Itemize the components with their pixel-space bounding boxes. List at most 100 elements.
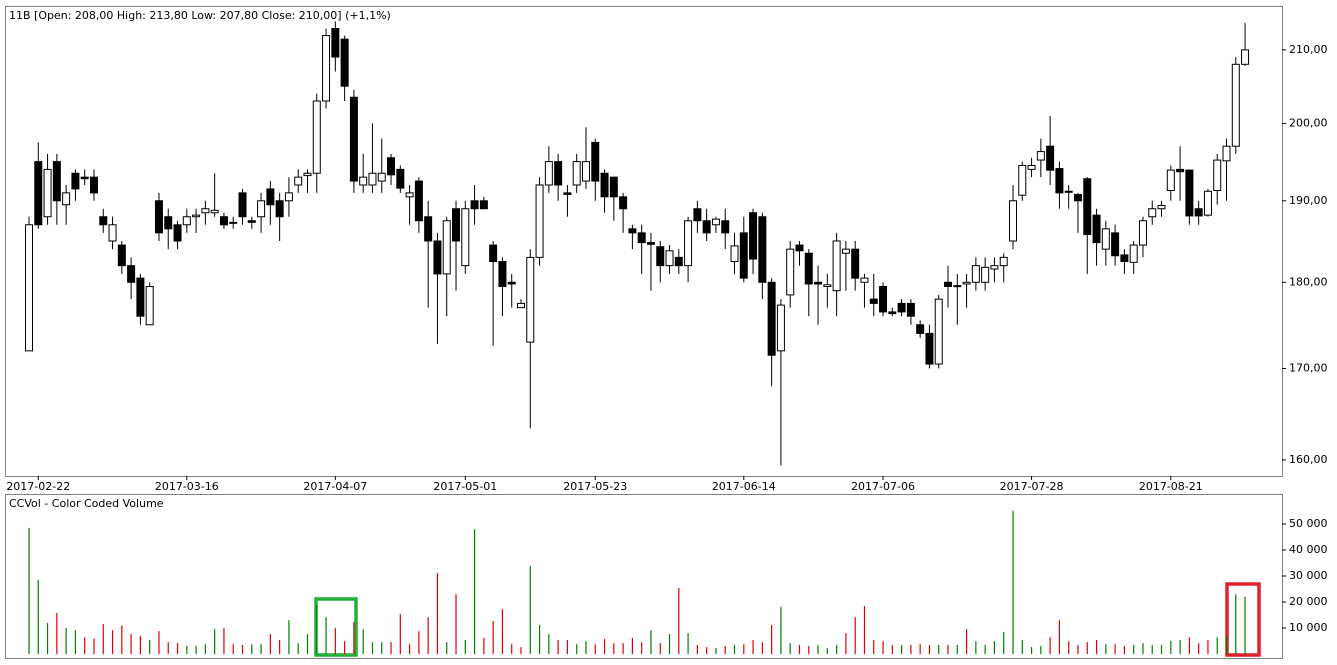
candle-body bbox=[906, 302, 915, 317]
candle-body bbox=[312, 100, 321, 174]
candle-body bbox=[377, 172, 386, 182]
candle-body bbox=[554, 161, 563, 186]
candle-body bbox=[1194, 208, 1203, 217]
candle-body bbox=[693, 208, 702, 222]
candle-body bbox=[294, 176, 303, 186]
candle-body bbox=[656, 246, 665, 267]
x-tick-label: 2017-07-28 bbox=[1000, 480, 1064, 493]
candle-body bbox=[164, 216, 173, 230]
candle-body bbox=[526, 256, 535, 343]
candle-body bbox=[275, 200, 284, 218]
candle-body bbox=[739, 232, 748, 279]
y-tick-label: 40 000 bbox=[1289, 543, 1328, 556]
candle-body bbox=[1185, 169, 1194, 217]
candle-body bbox=[637, 232, 646, 244]
candle-body bbox=[201, 208, 210, 214]
candle-body bbox=[1055, 168, 1064, 194]
candle-body bbox=[192, 214, 201, 218]
y-tick-label: 20 000 bbox=[1289, 595, 1328, 608]
candle-body bbox=[1083, 178, 1092, 235]
candle-body bbox=[619, 196, 628, 210]
candle-body bbox=[433, 240, 442, 275]
x-tick-label: 2017-02-22 bbox=[6, 480, 70, 493]
candle-body bbox=[1111, 232, 1120, 257]
candle-body bbox=[702, 220, 711, 234]
candle-body bbox=[609, 176, 618, 198]
candle-body bbox=[776, 304, 785, 352]
candle-body bbox=[944, 281, 953, 287]
candle-body bbox=[303, 172, 312, 177]
candle-body bbox=[860, 277, 869, 283]
candle-body bbox=[814, 281, 823, 285]
candle-body bbox=[442, 220, 451, 275]
candle-body bbox=[1222, 145, 1231, 162]
highlight-box bbox=[314, 597, 358, 657]
x-tick-label: 2017-07-06 bbox=[851, 480, 915, 493]
candle-body bbox=[322, 35, 331, 102]
candle-body bbox=[479, 200, 488, 210]
y-tick-label: 10 000 bbox=[1289, 621, 1328, 634]
candle-body bbox=[1203, 190, 1212, 216]
candle-body bbox=[127, 265, 136, 283]
candle-body bbox=[1027, 164, 1036, 170]
x-tick-label: 2017-06-14 bbox=[712, 480, 776, 493]
candle-body bbox=[452, 208, 461, 242]
x-tick-label: 2017-08-21 bbox=[1139, 480, 1203, 493]
candle-body bbox=[804, 252, 813, 285]
y-tick-label: 50 000 bbox=[1289, 517, 1328, 530]
candle-body bbox=[117, 244, 126, 267]
x-tick-label: 2017-05-01 bbox=[433, 480, 497, 493]
candle-body bbox=[1129, 244, 1138, 263]
candle-body bbox=[405, 192, 414, 198]
volume-title: CCVol - Color Coded Volume bbox=[9, 497, 164, 510]
candle-body bbox=[136, 277, 145, 317]
candle-body bbox=[1157, 205, 1166, 210]
candle-body bbox=[591, 141, 600, 182]
candle-body bbox=[953, 285, 962, 288]
candle-body bbox=[767, 281, 776, 356]
x-tick-label: 2017-05-23 bbox=[563, 480, 627, 493]
candle-body bbox=[349, 96, 358, 182]
candle-body bbox=[646, 242, 655, 245]
volume-panel bbox=[5, 494, 1283, 659]
candle-body bbox=[711, 218, 720, 226]
candle-body bbox=[925, 332, 934, 365]
candle-body bbox=[238, 192, 247, 218]
candle-body bbox=[414, 180, 423, 222]
candle-body bbox=[1064, 190, 1073, 193]
candle-body bbox=[43, 168, 52, 218]
candle-body bbox=[897, 302, 906, 313]
candle-body bbox=[1073, 193, 1082, 202]
candle-body bbox=[219, 216, 228, 226]
candle-body bbox=[71, 172, 80, 190]
candle-body bbox=[1138, 220, 1147, 246]
candle-body bbox=[600, 172, 609, 198]
candle-body bbox=[721, 220, 730, 234]
highlight-box bbox=[1225, 582, 1261, 657]
candle-body bbox=[832, 240, 841, 292]
chart-title: 11B [Open: 208,00 High: 213,80 Low: 207,… bbox=[9, 9, 391, 22]
candle-body bbox=[916, 324, 925, 334]
candle-body bbox=[387, 157, 396, 176]
candle-body bbox=[581, 161, 590, 182]
candle-body bbox=[145, 285, 154, 326]
candle-body bbox=[674, 256, 683, 267]
candle-body bbox=[52, 161, 61, 202]
y-tick-label: 30 000 bbox=[1289, 569, 1328, 582]
candle-body bbox=[80, 176, 89, 180]
candle-body bbox=[665, 250, 674, 267]
candle-body bbox=[1046, 145, 1055, 171]
candle-body bbox=[1166, 169, 1175, 191]
candle-body bbox=[331, 27, 340, 58]
candle-body bbox=[879, 285, 888, 313]
y-tick-label: 170,00 bbox=[1289, 361, 1328, 374]
candle-body bbox=[25, 224, 33, 352]
candle-body bbox=[1213, 159, 1222, 191]
candle-body bbox=[424, 216, 433, 242]
candle-body bbox=[544, 161, 553, 186]
candle-body bbox=[247, 220, 256, 223]
candle-body bbox=[971, 265, 980, 283]
candle-body bbox=[628, 228, 637, 234]
